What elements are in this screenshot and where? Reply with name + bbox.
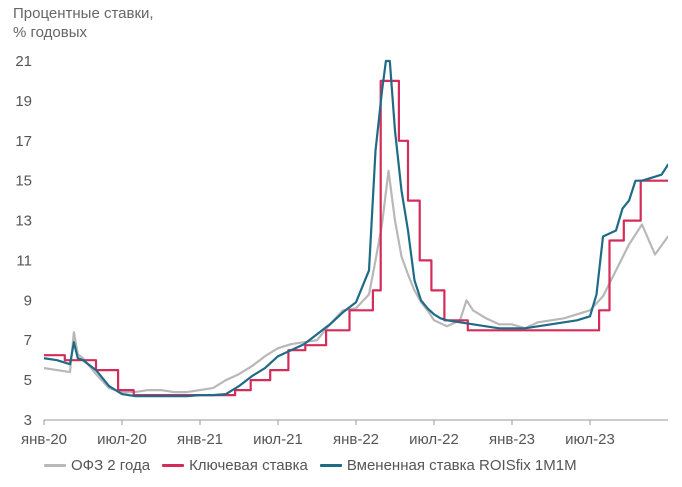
y-axis-label-line-1: Процентные ставки, — [13, 5, 154, 22]
legend-swatch-key-rate — [162, 464, 185, 467]
series-line-ofz — [44, 169, 668, 394]
x-tick-label: июл-23 — [565, 431, 615, 448]
y-tick-label: 7 — [24, 332, 32, 349]
x-tick-label: янв-20 — [21, 431, 67, 448]
y-axis-label: Процентные ставки, % годовых — [13, 4, 154, 42]
series-line-key-rate — [44, 79, 668, 397]
y-axis-label-line-2: % годовых — [13, 24, 88, 41]
y-tick-label: 15 — [15, 173, 32, 190]
legend: ОФЗ 2 года Ключевая ставка Вмененная ста… — [44, 457, 589, 474]
x-tick-label: янв-22 — [333, 431, 379, 448]
legend-item-ofz: ОФЗ 2 года — [44, 457, 150, 474]
legend-label-key-rate: Ключевая ставка — [189, 457, 308, 474]
x-tick-label: янв-21 — [177, 431, 223, 448]
y-tick-label: 5 — [24, 372, 32, 389]
y-tick-label: 9 — [24, 292, 32, 309]
legend-item-key-rate: Ключевая ставка — [162, 457, 308, 474]
legend-item-roisfix: Вмененная ставка ROISfix 1M1M — [319, 457, 577, 474]
legend-swatch-ofz — [44, 464, 66, 467]
y-tick-label: 11 — [16, 252, 32, 269]
x-tick-label: янв-23 — [489, 431, 535, 448]
series-line-roisfix — [44, 59, 668, 398]
y-tick-label: 19 — [15, 93, 32, 110]
legend-swatch-roisfix — [319, 464, 342, 467]
legend-label-ofz: ОФЗ 2 года — [71, 457, 151, 474]
y-tick-label: 13 — [15, 213, 32, 230]
x-tick-label: июл-22 — [409, 431, 459, 448]
legend-label-roisfix: Вмененная ставка ROISfix 1M1M — [346, 457, 577, 474]
x-tick-label: июл-20 — [97, 431, 147, 448]
x-tick-label: июл-21 — [253, 431, 303, 448]
y-tick-label: 3 — [24, 412, 32, 429]
y-tick-label: 17 — [15, 133, 32, 150]
y-tick-label: 21 — [15, 53, 32, 70]
